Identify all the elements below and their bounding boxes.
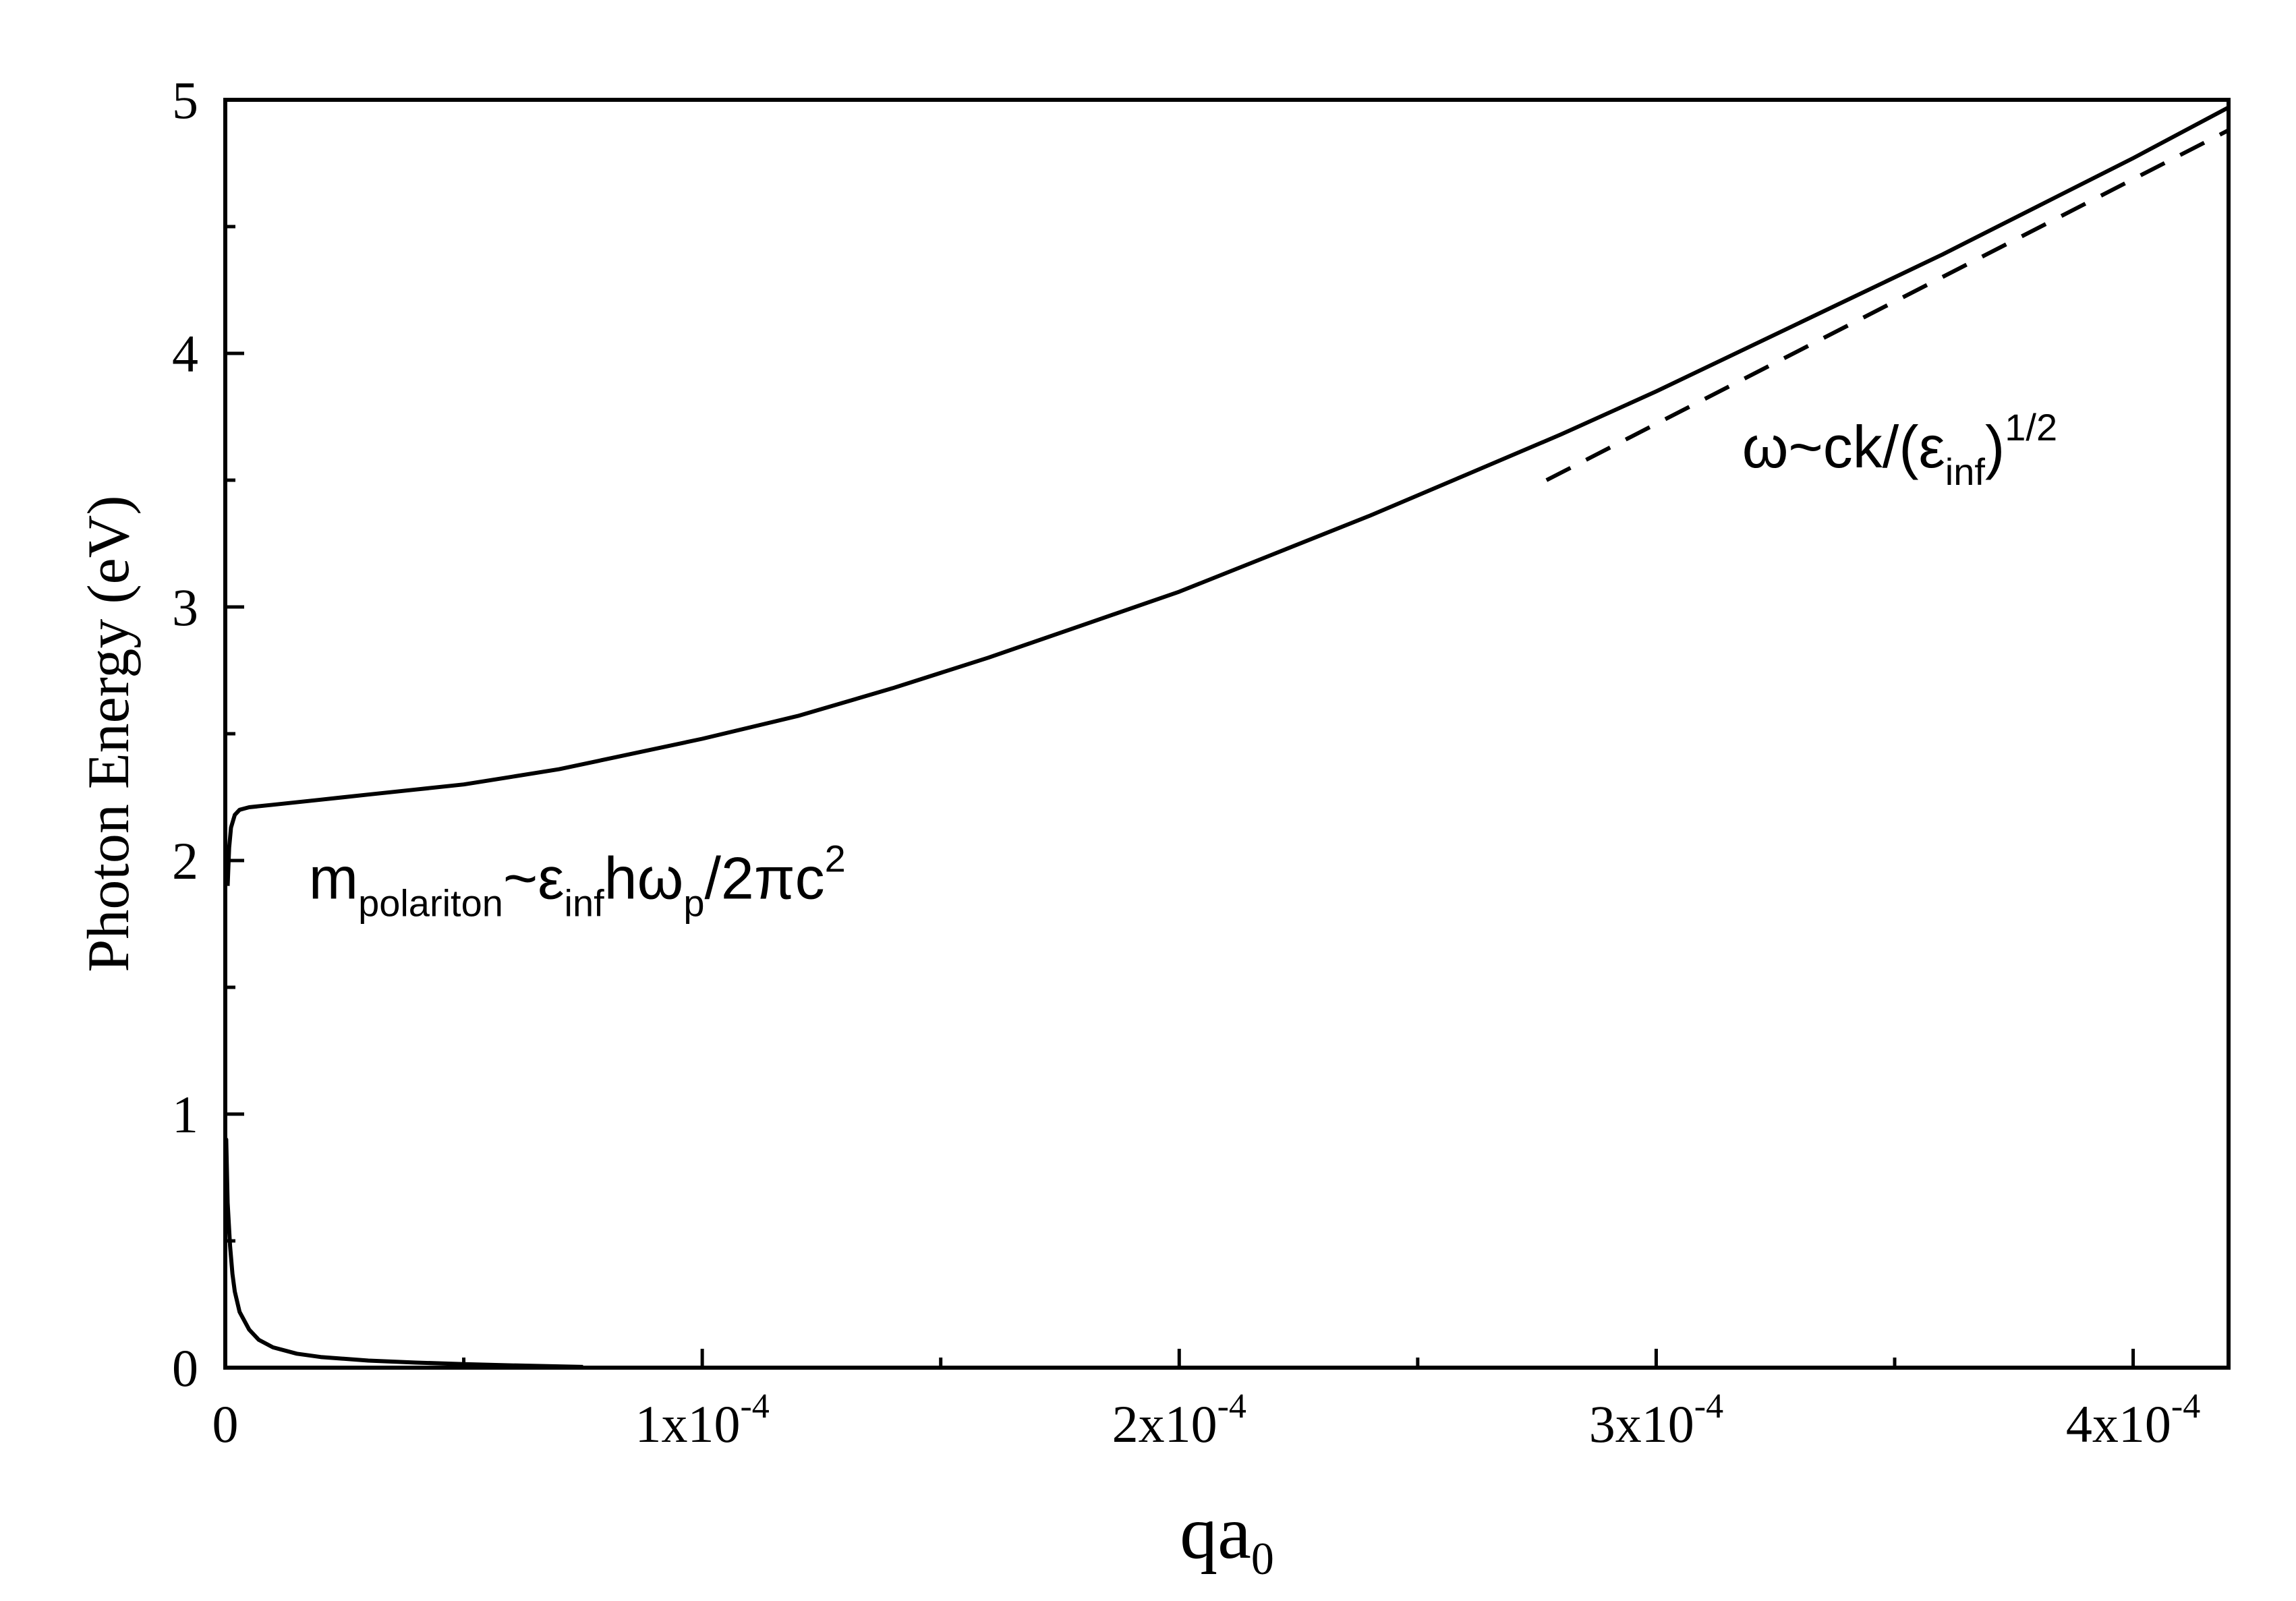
y-axis-title: Photon Energy (eV) [76,495,142,972]
annotation-2: ω~ck/(εinf)1/2 [1742,406,2057,493]
y-tick-label-0: 0 [172,1339,198,1397]
annotation-2-part-0: ω~ck/(ε [1742,413,1945,480]
y-tick-label-1: 1 [172,1085,198,1144]
x-tick-label-mantissa: 0 [212,1395,239,1453]
x-tick-label-2: 2x10-4 [1112,1387,1246,1453]
x-tick-label-mantissa: 4x10 [2066,1395,2171,1453]
y-tick-label-3: 3 [172,578,198,637]
series-line-2 [225,105,2230,886]
annotation-1-part-7: 2 [825,837,846,879]
x-tick-label-mantissa: 2x10 [1112,1395,1217,1453]
annotation-2-part-2: ) [1985,413,2005,480]
x-tick-label-0: 0 [212,1395,239,1453]
annotation-2-part-1: inf [1945,450,1986,493]
x-tick-label-exponent: -4 [1694,1387,1723,1426]
x-tick-label-3: 3x10-4 [1589,1387,1723,1453]
annotation-1: mpolariton~εinfhωp/2πc2 [309,837,846,924]
x-axis-title-main: qa [1180,1491,1251,1575]
annotation-1-part-5: p [683,881,704,924]
y-tick-label-2: 2 [172,832,198,890]
annotation-1-part-0: m [309,844,358,911]
x-axis-title: qa0 [1180,1491,1274,1584]
series-line-3 [1545,128,2230,482]
annotation-1-part-2: ~ε [503,844,565,911]
x-tick-label-1: 1x10-4 [635,1387,769,1453]
annotation-2-part-3: 1/2 [2005,406,2057,448]
x-tick-label-4: 4x10-4 [2066,1387,2200,1453]
series-line-1 [223,1137,583,1369]
annotation-1-part-6: /2πc [704,844,824,911]
y-tick-label-5: 5 [172,71,198,129]
x-axis-title-subscript: 0 [1251,1533,1274,1584]
x-tick-label-exponent: -4 [2171,1387,2200,1426]
series-layer [223,105,2230,1369]
x-tick-label-mantissa: 1x10 [635,1395,740,1453]
y-tick-label-4: 4 [172,324,198,383]
ticks-layer [223,98,2135,1370]
x-tick-label-exponent: -4 [1217,1387,1246,1426]
annotation-1-part-3: inf [565,881,605,924]
x-tick-label-exponent: -4 [740,1387,769,1426]
annotation-1-part-1: polariton [358,881,503,924]
x-tick-label-mantissa: 3x10 [1589,1395,1694,1453]
annotation-1-part-4: hω [604,844,684,911]
